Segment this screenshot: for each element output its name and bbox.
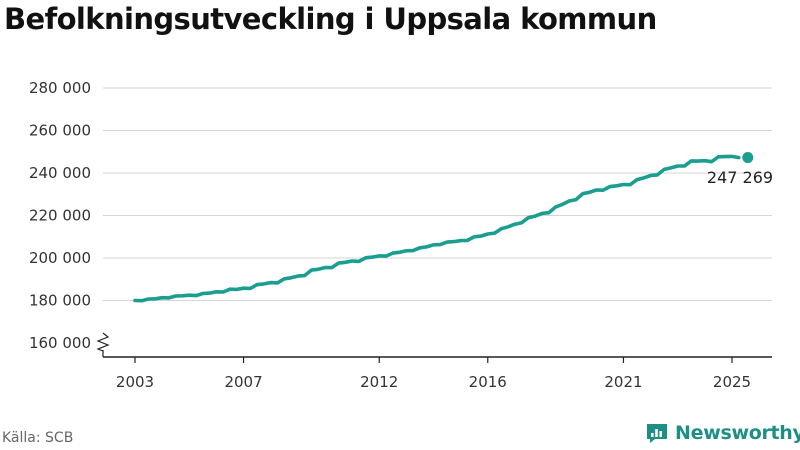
series-line <box>133 154 741 303</box>
x-tick-label: 2021 <box>604 373 642 391</box>
end-point-marker <box>742 152 754 164</box>
y-tick-label: 200 000 <box>29 249 91 267</box>
chart-title: Befolkningsutveckling i Uppsala kommun <box>4 2 657 36</box>
brand-name: Newsworthy <box>675 422 800 444</box>
brand-logo[interactable]: Newsworthy <box>645 421 800 445</box>
y-tick-label: 260 000 <box>29 122 91 140</box>
y-tick-label: 280 000 <box>29 79 91 97</box>
x-tick-label: 2012 <box>360 373 398 391</box>
newsworthy-logo-icon <box>647 424 667 443</box>
y-tick-label: 160 000 <box>29 334 91 352</box>
x-tick-label: 2007 <box>224 373 262 391</box>
y-tick-label: 180 000 <box>29 292 91 310</box>
y-tick-label: 240 000 <box>29 164 91 182</box>
end-value-label: 247 269 <box>707 168 773 187</box>
x-tick-label: 2003 <box>116 373 154 391</box>
x-tick-label: 2025 <box>713 373 751 391</box>
y-tick-label: 220 000 <box>29 207 91 225</box>
axis-break-icon <box>96 332 110 352</box>
x-tick-label: 2016 <box>469 373 507 391</box>
source-note: Källa: SCB <box>2 430 74 446</box>
